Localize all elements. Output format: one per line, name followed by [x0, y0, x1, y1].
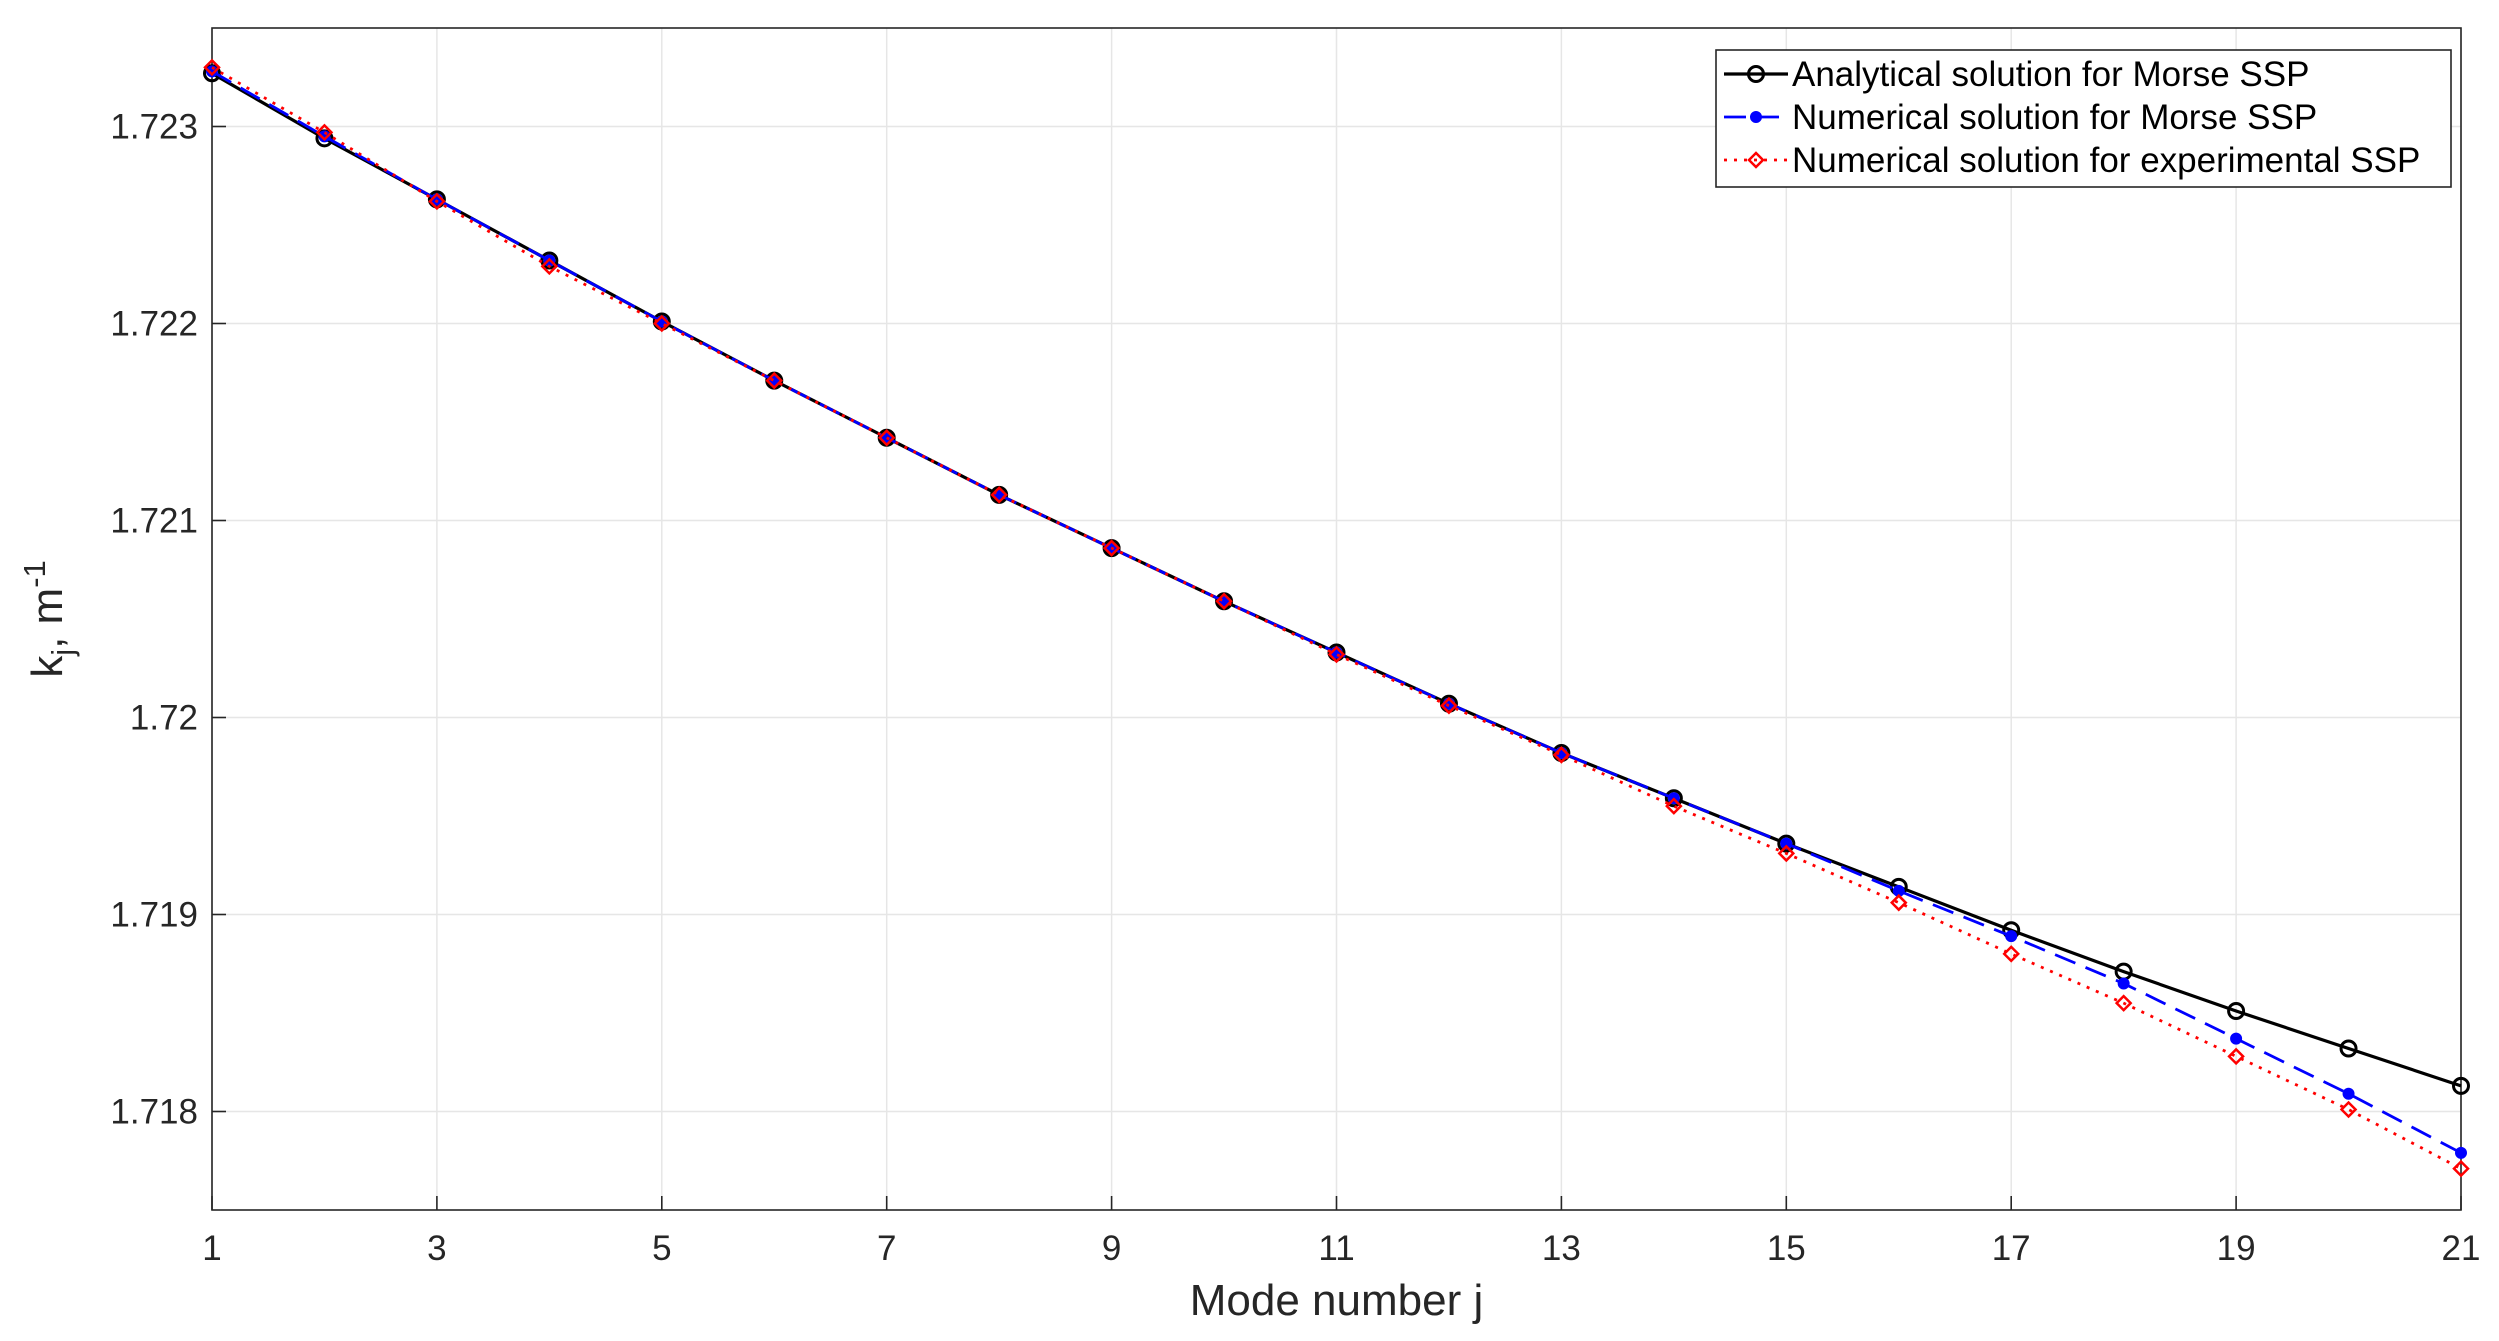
y-axis-label: kj, m-1	[17, 560, 80, 678]
y-axis-label-superscript: -1	[17, 560, 52, 588]
x-tick-label: 7	[877, 1229, 896, 1268]
legend-box	[1715, 49, 2452, 188]
legend-item: Numerical solution for experimental SSP	[1724, 141, 2420, 180]
legend-swatch-marker	[1747, 65, 1765, 83]
data-point	[1889, 893, 1908, 912]
data-point	[2339, 1100, 2358, 1119]
data-point	[540, 257, 559, 276]
data-point	[1440, 696, 1458, 715]
data-point	[653, 314, 671, 333]
x-tick-label: 19	[2217, 1229, 2256, 1268]
axis-ticks: 1 3 5 7 9 11 13 15 17 19 211.7181.7191.721.7211.72…	[110, 108, 2480, 1269]
data-point	[1664, 789, 1683, 808]
data-point	[877, 428, 896, 447]
data-point	[765, 371, 784, 390]
series-lines	[203, 58, 2470, 1178]
data-point	[315, 123, 334, 142]
data-point	[1665, 797, 1683, 815]
data-point	[2230, 1032, 2243, 1045]
data-point	[1215, 592, 1233, 611]
data-point	[1552, 746, 1571, 764]
data-point	[1777, 834, 1796, 853]
x-tick-label: 3	[427, 1229, 446, 1268]
x-tick-label: 15	[1767, 1229, 1806, 1268]
data-point	[2342, 1087, 2355, 1100]
y-axis-label-subscript: j	[45, 649, 80, 657]
y-tick-label: 1.719	[110, 896, 198, 935]
data-point	[2339, 1039, 2358, 1058]
data-point	[2452, 1076, 2470, 1095]
data-point	[1777, 844, 1796, 863]
y-tick-label: 1.72	[130, 699, 198, 738]
x-tick-label: 13	[1542, 1229, 1581, 1268]
data-point	[203, 58, 221, 77]
legend-item: Analytical solution for Morse SSP	[1724, 55, 2309, 94]
data-point	[1102, 539, 1121, 557]
x-tick-label: 17	[1992, 1229, 2031, 1268]
legend-label: Analytical solution for Morse SSP	[1792, 55, 2309, 94]
data-point	[2005, 930, 2018, 943]
x-tick-label: 1	[202, 1229, 221, 1268]
x-tick-label: 21	[2442, 1229, 2481, 1268]
data-point	[1327, 645, 1346, 664]
x-tick-label: 9	[1102, 1229, 1121, 1268]
data-point	[2455, 1146, 2467, 1159]
y-tick-label: 1.722	[110, 305, 198, 344]
x-tick-label: 11	[1318, 1229, 1354, 1268]
x-axis-label: Mode number j	[1190, 1276, 1483, 1325]
legend-item: Numerical solution for Morse SSP	[1724, 98, 2317, 137]
x-tick-label: 5	[652, 1229, 671, 1268]
y-tick-label: 1.721	[110, 502, 198, 541]
y-tick-label: 1.723	[110, 108, 198, 147]
legend-swatch-marker	[1747, 151, 1765, 169]
data-point	[2114, 994, 2133, 1012]
data-point	[2002, 945, 2020, 963]
legend: Analytical solution for Morse SSP Numeric…	[1715, 49, 2452, 188]
legend-swatch-marker	[1750, 111, 1762, 123]
y-axis-label-unit: , m	[23, 588, 72, 649]
data-point	[2227, 1047, 2245, 1066]
data-point	[2452, 1159, 2470, 1178]
data-point	[990, 486, 1008, 504]
data-point	[2117, 977, 2130, 990]
legend-label: Numerical solution for Morse SSP	[1792, 98, 2317, 137]
y-tick-label: 1.718	[110, 1093, 198, 1132]
data-point	[428, 192, 446, 211]
y-axis-label-base: k	[23, 655, 72, 678]
legend-label: Numerical solution for experimental SSP	[1792, 141, 2420, 180]
series-2	[203, 58, 2470, 1178]
data-point	[1780, 837, 1793, 850]
data-point	[2227, 1002, 2246, 1021]
